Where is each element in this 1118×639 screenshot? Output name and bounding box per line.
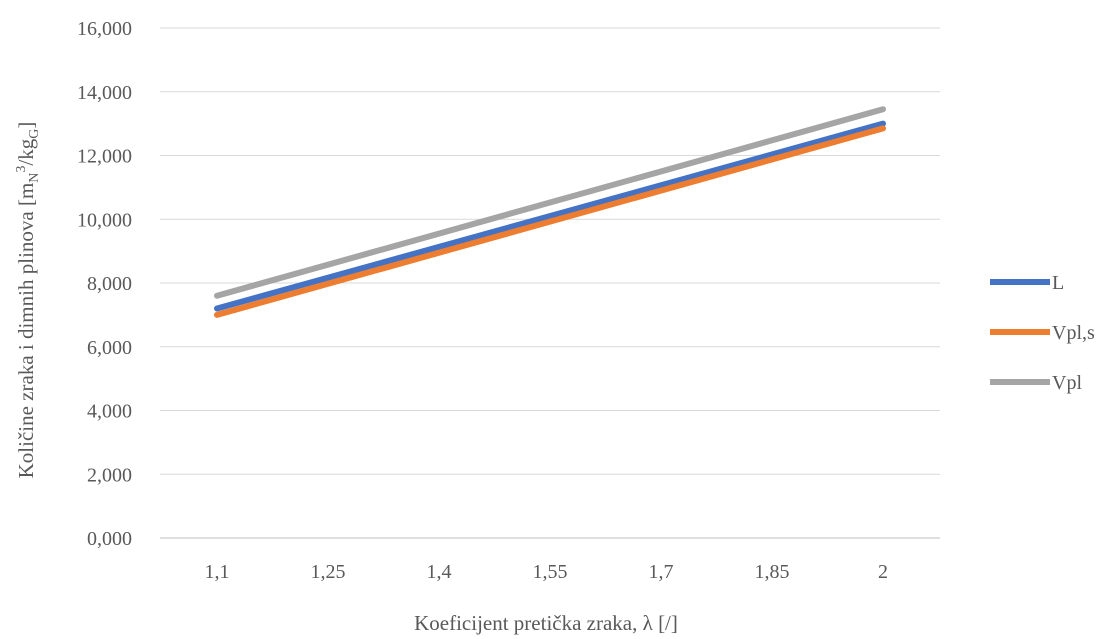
- x-axis-ticks: 1,1 1,25 1,4 1,55 1,7 1,85 2: [205, 561, 889, 583]
- y-tick-label: 6,000: [87, 337, 132, 359]
- y-tick-label: 0,000: [87, 528, 132, 550]
- legend-item: Vpl: [990, 372, 1082, 394]
- legend-label: L: [1052, 272, 1064, 294]
- series-line: [214, 120, 886, 312]
- y-tick-label: 2,000: [87, 464, 132, 486]
- legend: L Vpl,s Vpl: [990, 272, 1095, 394]
- y-tick-label: 12,000: [77, 146, 132, 168]
- legend-label: Vpl,s: [1052, 322, 1095, 344]
- y-axis-ticks: 0,000 2,000 4,000 6,000 8,000 10,000 12,000 14,…: [77, 18, 132, 550]
- x-axis-title: Koeficijent pretička zraka, λ [/]: [414, 611, 678, 635]
- x-tick-label: 1,1: [205, 561, 230, 583]
- x-tick-label: 1,7: [649, 561, 674, 583]
- y-tick-label: 14,000: [77, 82, 132, 104]
- y-tick-label: 16,000: [77, 18, 132, 40]
- series-line: [214, 125, 886, 318]
- series-line: [214, 106, 886, 299]
- x-tick-label: 1,25: [311, 561, 346, 583]
- legend-item: Vpl,s: [990, 322, 1095, 344]
- x-tick-label: 1,85: [755, 561, 790, 583]
- legend-item: L: [990, 272, 1064, 294]
- series-lines: [214, 106, 886, 318]
- gridlines: [160, 27, 940, 539]
- x-tick-label: 2: [878, 561, 888, 583]
- y-axis-title: Količine zraka i dimnih plinova [mN3/kgG…: [14, 122, 42, 479]
- y-tick-label: 10,000: [77, 209, 132, 231]
- y-tick-label: 8,000: [87, 273, 132, 295]
- legend-label: Vpl: [1052, 372, 1082, 394]
- x-tick-label: 1,55: [533, 561, 568, 583]
- x-tick-label: 1,4: [427, 561, 452, 583]
- y-tick-label: 4,000: [87, 401, 132, 423]
